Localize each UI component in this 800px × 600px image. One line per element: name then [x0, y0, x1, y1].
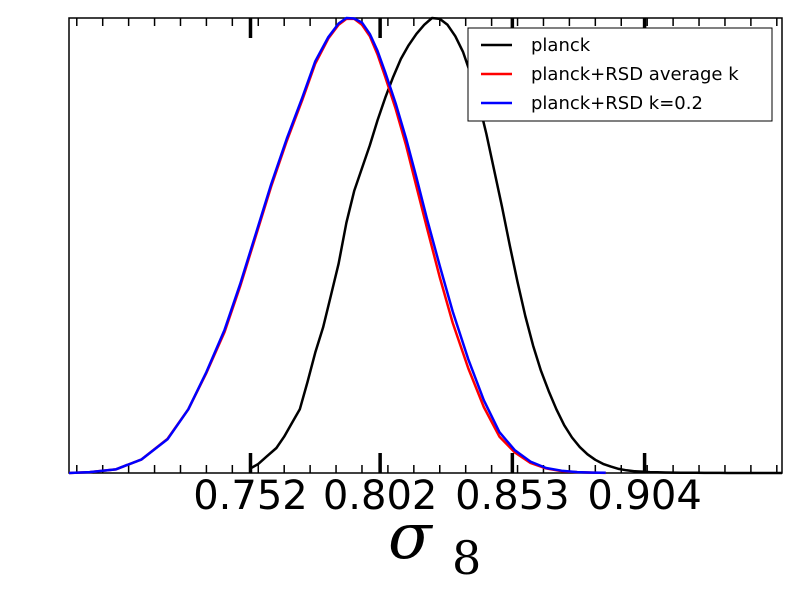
axis-ticks: [76, 18, 778, 473]
series-line-planck-rsd-k-0-2: [68, 16, 606, 475]
series-line-planck: [249, 16, 782, 475]
legend-label: planck: [531, 35, 591, 56]
x-axis-label-symbol: σ: [388, 500, 434, 574]
x-axis-label-subscript: 8: [452, 531, 481, 585]
x-tick-label: 0.853: [455, 473, 570, 519]
legend-label: planck+RSD average k: [531, 64, 739, 85]
x-axis-label: σ 8: [388, 500, 481, 585]
x-tick-label: 0.752: [193, 473, 308, 519]
legend-box: [467, 27, 773, 122]
x-tick-label: 0.802: [323, 473, 438, 519]
x-tick-label: 0.904: [587, 473, 702, 519]
likelihood-curves: [68, 16, 782, 475]
plot-frame: [68, 17, 783, 474]
legend-label: planck+RSD k=0.2: [531, 93, 703, 114]
legend: planck planck+RSD average k planck+RSD k=0…: [467, 27, 773, 122]
x-tick-labels: 0.752 0.802 0.853 0.904: [193, 473, 702, 519]
